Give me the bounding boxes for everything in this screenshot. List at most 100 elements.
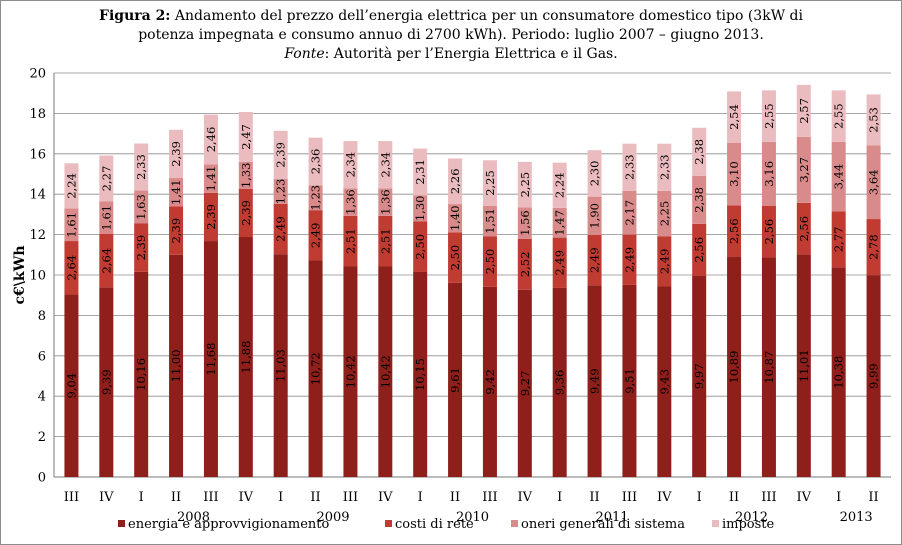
x-tick-label: IV	[99, 490, 114, 505]
data-label: 2,50	[413, 234, 427, 260]
bar-segment-oneri	[64, 208, 79, 242]
x-tick-label: IV	[239, 490, 254, 505]
bar-segment-oneri	[866, 145, 881, 220]
bar-segment-imposte	[413, 148, 428, 196]
bar-segment-rete	[203, 192, 218, 242]
bar-segment-imposte	[448, 158, 463, 205]
bar-segment-energia	[692, 275, 707, 477]
data-label: 11,68	[204, 343, 218, 376]
data-label: 2,39	[169, 218, 183, 244]
data-label: 2,17	[622, 200, 636, 226]
year-label: 2013	[840, 510, 873, 525]
bar-segment-oneri	[343, 188, 358, 216]
y-tick-label: 6	[38, 349, 46, 364]
bar-segment-energia	[831, 267, 846, 477]
data-label: 2,64	[99, 248, 113, 274]
bar-segment-oneri	[657, 190, 672, 237]
data-label: 1,36	[343, 189, 357, 215]
y-tick-label: 20	[29, 67, 46, 82]
bar-segment-energia	[203, 241, 218, 477]
data-label: 1,90	[588, 203, 602, 229]
data-label: 10,15	[413, 358, 427, 391]
bar-segment-energia	[866, 275, 881, 477]
data-label: 9,42	[483, 369, 497, 395]
data-label: 3,64	[867, 169, 881, 195]
data-label: 2,24	[553, 173, 567, 199]
legend-swatch-energia	[118, 520, 125, 527]
bar-segment-oneri	[587, 196, 602, 236]
data-label: 3,16	[762, 161, 776, 187]
bar-segment-oneri	[622, 190, 637, 235]
x-tick-label: I	[278, 490, 283, 505]
bar-segment-oneri	[796, 136, 811, 203]
x-tick-label: III	[343, 490, 358, 505]
data-label: 2,46	[204, 127, 218, 153]
y-tick-label: 4	[38, 390, 46, 405]
x-tick-label: III	[761, 490, 776, 505]
bar-segment-energia	[448, 282, 463, 477]
x-tick-label: III	[622, 490, 637, 505]
x-tick-label: III	[203, 490, 218, 505]
bar-segment-rete	[448, 232, 463, 283]
bar-segment-imposte	[657, 143, 672, 191]
bar-segment-oneri	[134, 190, 149, 224]
data-label: 2,54	[727, 104, 741, 130]
data-label: 2,64	[64, 255, 78, 281]
bar-segment-rete	[587, 235, 602, 286]
bar-segment-rete	[238, 188, 253, 238]
year-label: 2009	[316, 510, 349, 525]
data-label: 2,50	[483, 249, 497, 275]
bar-segment-imposte	[692, 127, 707, 176]
x-tick-label: IV	[378, 490, 393, 505]
data-label: 11,01	[797, 349, 811, 382]
bar-segment-oneri	[99, 201, 114, 234]
data-label: 2,49	[622, 247, 636, 273]
data-label: 2,49	[553, 250, 567, 276]
y-tick-label: 0	[38, 471, 46, 486]
data-label: 11,00	[169, 349, 183, 382]
title-text-1: Andamento del prezzo dell’energia elettr…	[170, 8, 803, 24]
data-label: 2,53	[867, 107, 881, 133]
bar-segment-imposte	[622, 143, 637, 191]
year-label: 2008	[177, 510, 210, 525]
data-label: 1,63	[134, 194, 148, 220]
bar-segment-energia	[552, 287, 567, 477]
bar-segment-rete	[866, 219, 881, 276]
y-axis-label: c€\kWh	[12, 246, 28, 305]
x-tick-label: I	[139, 490, 144, 505]
bar-segment-rete	[796, 202, 811, 255]
data-label: 2,33	[657, 154, 671, 180]
y-tick-label: 2	[38, 430, 46, 445]
data-label: 2,55	[762, 103, 776, 129]
data-label: 3,27	[797, 157, 811, 183]
bar-segment-energia	[134, 271, 149, 477]
data-label: 9,61	[448, 367, 462, 393]
bar-segment-imposte	[482, 160, 497, 206]
data-label: 2,56	[797, 216, 811, 242]
x-tick-label: IV	[657, 490, 672, 505]
bar-segment-imposte	[134, 143, 149, 191]
data-label: 9,36	[553, 370, 567, 396]
bar-segment-energia	[482, 286, 497, 477]
bar-segment-oneri	[413, 195, 428, 222]
data-label: 2,51	[378, 228, 392, 254]
bar-segment-oneri	[238, 161, 253, 189]
bar-segment-imposte	[343, 141, 358, 189]
data-label: 3,10	[727, 161, 741, 187]
bar-segment-energia	[761, 257, 776, 477]
data-label: 9,49	[588, 368, 602, 394]
legend-swatch-rete	[385, 520, 392, 527]
data-label: 9,51	[622, 368, 636, 394]
bar-segment-imposte	[727, 91, 742, 143]
legend-label: energia e approvvigionamento	[128, 517, 329, 532]
bar-segment-imposte	[203, 114, 218, 165]
data-label: 2,26	[448, 168, 462, 194]
bar-segment-oneri	[482, 205, 497, 237]
bar-segment-energia	[238, 237, 253, 477]
data-label: 2,39	[204, 204, 218, 230]
data-label: 2,55	[832, 103, 846, 129]
y-tick-label: 10	[29, 269, 46, 284]
data-label: 2,25	[483, 170, 497, 196]
bar-segment-rete	[552, 237, 567, 288]
data-label: 2,25	[657, 201, 671, 227]
